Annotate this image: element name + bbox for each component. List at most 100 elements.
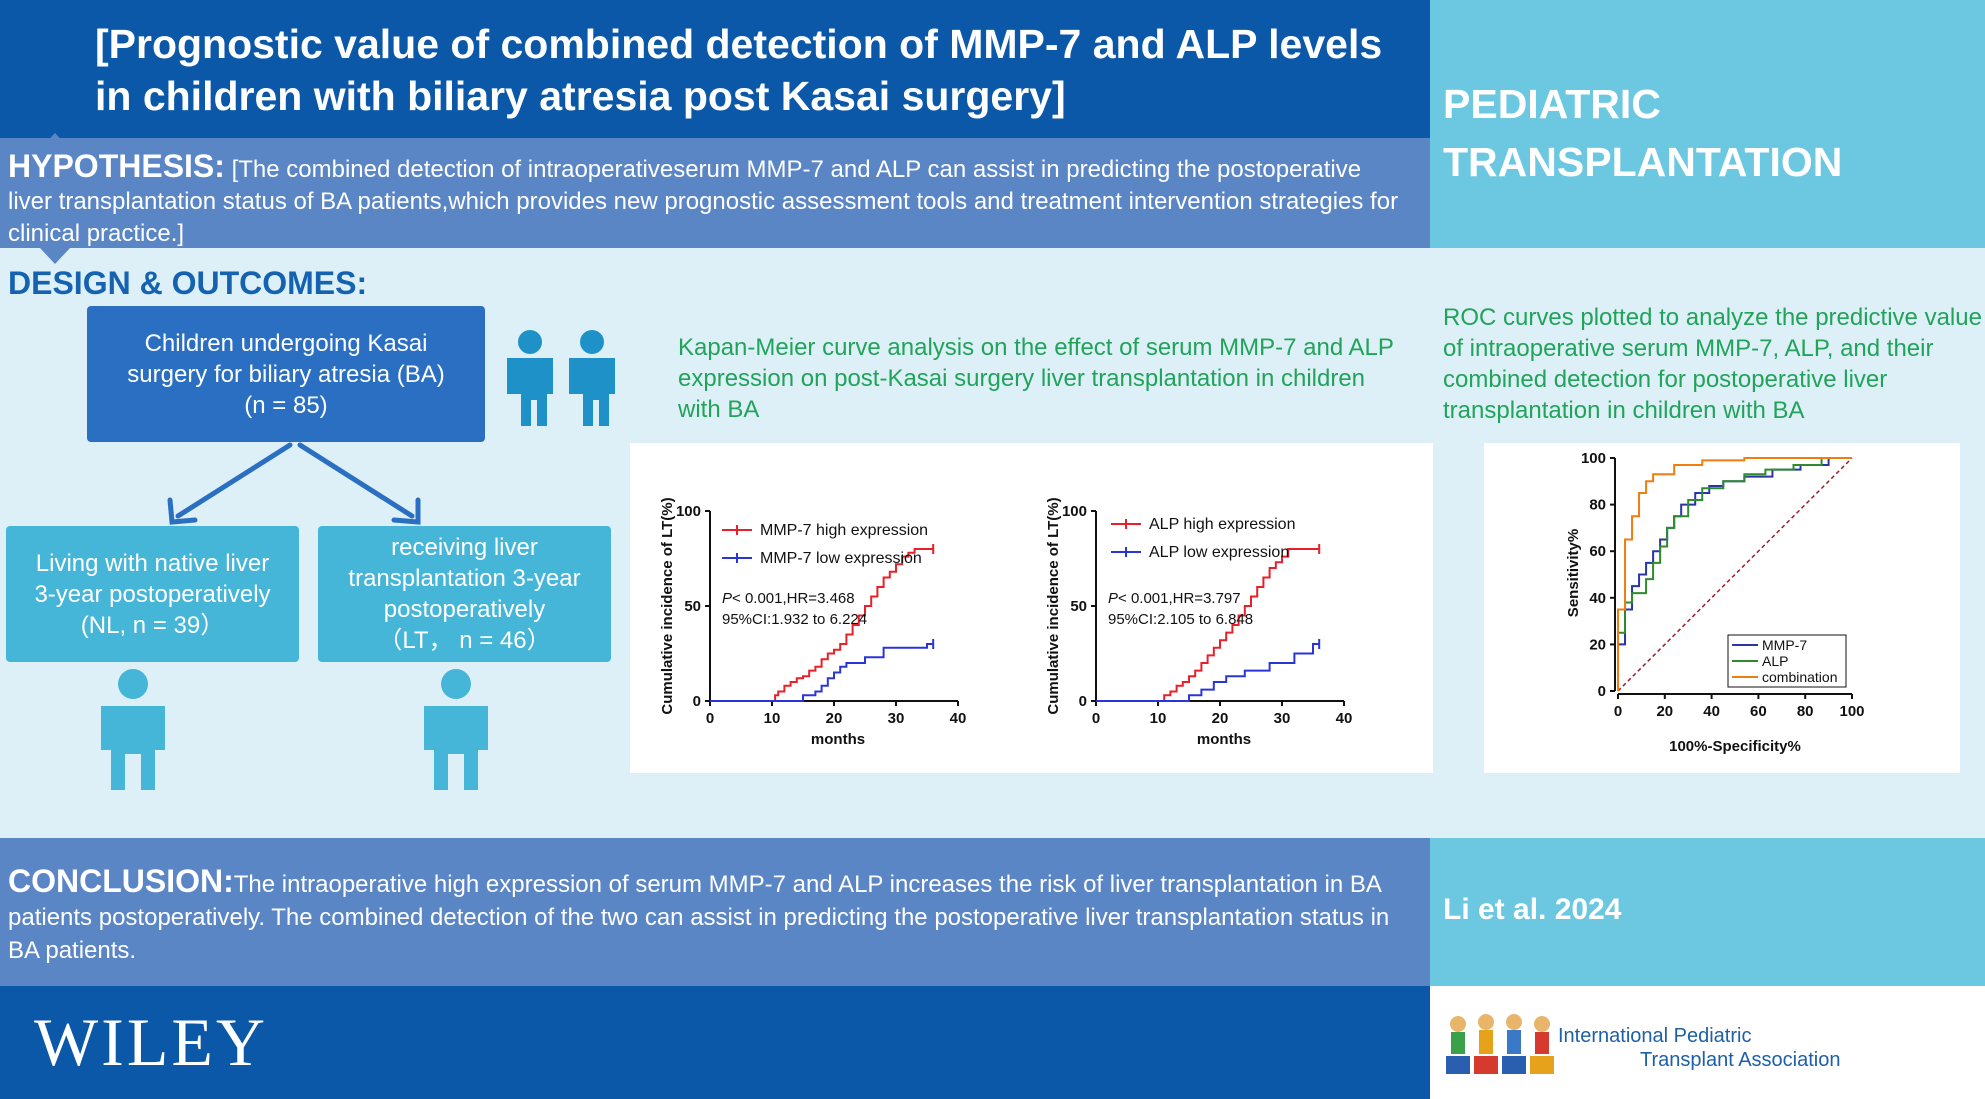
cohort-line-2: surgery for biliary atresia (BA): [127, 360, 445, 388]
footer-logo-area: [1430, 986, 1985, 1099]
km1-stat-hr: < 0.001,HR=3.468: [732, 590, 855, 607]
km1-y-axis-label: Cumulative incidence of LT(%): [659, 497, 676, 714]
hypothesis-text: HYPOTHESIS: [The combined detection of i…: [8, 150, 1408, 250]
roc-series-1-line: [1617, 457, 1852, 691]
title-band: [0, 0, 1430, 138]
km1-x-tick-label: 0: [706, 710, 714, 727]
cohort-line-3: (n = 85): [244, 391, 328, 419]
roc-caption: ROC curves plotted to analyze the predic…: [1443, 304, 1982, 424]
km2-series-1-line: [1096, 643, 1320, 702]
km-chart-mmp7: Cumulative incidence of LT(%) months 0 10…: [659, 497, 966, 748]
hypothesis-label: HYPOTHESIS:: [8, 148, 225, 184]
roc-legend-alp: ALP: [1762, 653, 1788, 669]
transplant-line-3: postoperatively: [383, 596, 546, 623]
km2-x-tick-label: 20: [1212, 710, 1229, 727]
conclusion-band: [0, 838, 1430, 986]
roc-x-tick-label: 100: [1839, 703, 1864, 720]
hypothesis-body: [The combined detection of intraoperativ…: [8, 156, 1399, 247]
roc-series-2-line: [1617, 457, 1852, 691]
roc-y-tick-label: 40: [1589, 590, 1606, 607]
journal-name: PEDIATRIC TRANSPLANTATION: [1443, 81, 1843, 185]
arrowhead-native-liver: [167, 497, 198, 525]
roc-y-axis-label: Sensitivity%: [1565, 529, 1582, 617]
km1-y-tick-label: 0: [693, 693, 701, 710]
km1-legend-low: MMP-7 low expression: [760, 550, 922, 567]
km2-series-0-line: [1096, 548, 1320, 702]
roc-legend: MMP-7 ALP combination: [1727, 634, 1847, 688]
native-liver-line-2: 3-year postoperatively: [34, 580, 271, 608]
km1-y-tick-label: 50: [684, 598, 701, 615]
km2-series: [1096, 544, 1321, 702]
km2-y-tick-label: 100: [1062, 503, 1087, 520]
km-chart-alp: Cumulative incidence of LT(%) months 0 10…: [1045, 497, 1352, 748]
native-liver-box: Living with native liver 3-year postoper…: [6, 526, 299, 662]
km-caption: Kapan-Meier curve analysis on the effect…: [678, 334, 1394, 423]
design-outcomes-heading: DESIGN & OUTCOMES:: [8, 265, 368, 301]
km2-y-tick-label: 50: [1070, 598, 1087, 615]
km1-stat-ci: 95%CI:1.932 to 6.224: [722, 611, 867, 628]
km1-x-axis-label: months: [811, 731, 865, 748]
footer-band: [0, 986, 1430, 1099]
cohort-box: Children undergoing Kasai surgery for bi…: [87, 306, 485, 442]
conclusion-body: The intraoperative high expression of se…: [8, 871, 1390, 964]
ipta-name-line-2: Transplant Association: [1640, 1049, 1841, 1071]
roc-figure: Sensitivity% 100%-Specificity% 0 20 40 60 80…: [1565, 450, 1865, 755]
km1-x-tick-label: 20: [826, 710, 843, 727]
ipta-name-line-1: International Pediatric: [1558, 1025, 1752, 1047]
citation: Li et al. 2024: [1443, 893, 1622, 926]
km2-stat-hr: < 0.001,HR=3.797: [1118, 590, 1241, 607]
km1-stat-p-symbol: P: [722, 590, 732, 607]
km1-series-0-line: [710, 548, 934, 702]
citation-panel: [1430, 838, 1985, 986]
km2-axes: 0 10 20 30 40 0 50 100: [1062, 503, 1352, 727]
km2-x-tick-label: 10: [1150, 710, 1167, 727]
km2-stat-p-symbol: P: [1108, 590, 1118, 607]
cohort-line-1: Children undergoing Kasai: [144, 329, 428, 357]
roc-x-tick-label: 20: [1656, 703, 1673, 720]
km2-x-tick-label: 40: [1336, 710, 1353, 727]
roc-legend-combination: combination: [1762, 669, 1838, 685]
transplant-line-2: transplantation 3-year: [348, 565, 581, 592]
flow-arrows: [167, 442, 421, 525]
km1-series-1-line: [710, 643, 934, 702]
km1-legend-high: MMP-7 high expression: [760, 522, 928, 539]
ipta-logo-icon: [1446, 1014, 1554, 1074]
km1-y-tick-label: 100: [676, 503, 701, 520]
arrowhead-transplant: [391, 497, 421, 525]
page-title: [Prognostic value of combined detection …: [95, 21, 1383, 119]
person-icon-native-liver: [101, 669, 165, 790]
km2-legend-low: ALP low expression: [1149, 544, 1289, 561]
km2-x-tick-label: 30: [1274, 710, 1291, 727]
km1-axes: 0 10 20 30 40 0 50 100: [676, 503, 966, 727]
km2-stat-ci: 95%CI:2.105 to 6.848: [1108, 611, 1253, 628]
km1-x-tick-label: 40: [950, 710, 967, 727]
roc-y-tick-label: 100: [1581, 450, 1606, 467]
hypothesis-pointer-up: [40, 133, 70, 149]
publisher-logo: WILEY: [34, 1004, 269, 1080]
km1-x-tick-label: 30: [888, 710, 905, 727]
journal-panel: [1430, 0, 1985, 248]
roc-series: [1617, 457, 1852, 691]
roc-reference-line: [1617, 457, 1853, 692]
person-icon-transplant: [424, 669, 488, 790]
km2-legend-high: ALP high expression: [1149, 516, 1295, 533]
roc-figure-panel: Sensitivity% 100%-Specificity% 0 20 40 60 80…: [1484, 443, 1960, 773]
parent-child-icon: [507, 330, 615, 426]
roc-legend-mmp7: MMP-7: [1762, 637, 1807, 653]
hypothesis-pointer-down: [40, 248, 70, 264]
arrow-to-transplant: [297, 442, 415, 519]
roc-y-tick-label: 0: [1598, 683, 1606, 700]
transplant-line-1: receiving liver: [391, 534, 538, 561]
roc-y-tick-label: 80: [1589, 497, 1606, 514]
conclusion-label: CONCLUSION:: [8, 863, 234, 899]
roc-x-tick-label: 40: [1703, 703, 1720, 720]
km1-x-tick-label: 10: [764, 710, 781, 727]
transplant-box: receiving liver transplantation 3-year p…: [318, 526, 611, 662]
conclusion-text: CONCLUSION:The intraoperative high expre…: [8, 865, 1418, 967]
km2-legend: ALP high expression ALP low expression: [1111, 516, 1295, 561]
km2-x-tick-label: 0: [1092, 710, 1100, 727]
native-liver-line-1: Living with native liver: [35, 549, 270, 577]
km1-stat-p: P< 0.001,HR=3.468: [722, 590, 855, 607]
roc-x-tick-label: 0: [1614, 703, 1622, 720]
